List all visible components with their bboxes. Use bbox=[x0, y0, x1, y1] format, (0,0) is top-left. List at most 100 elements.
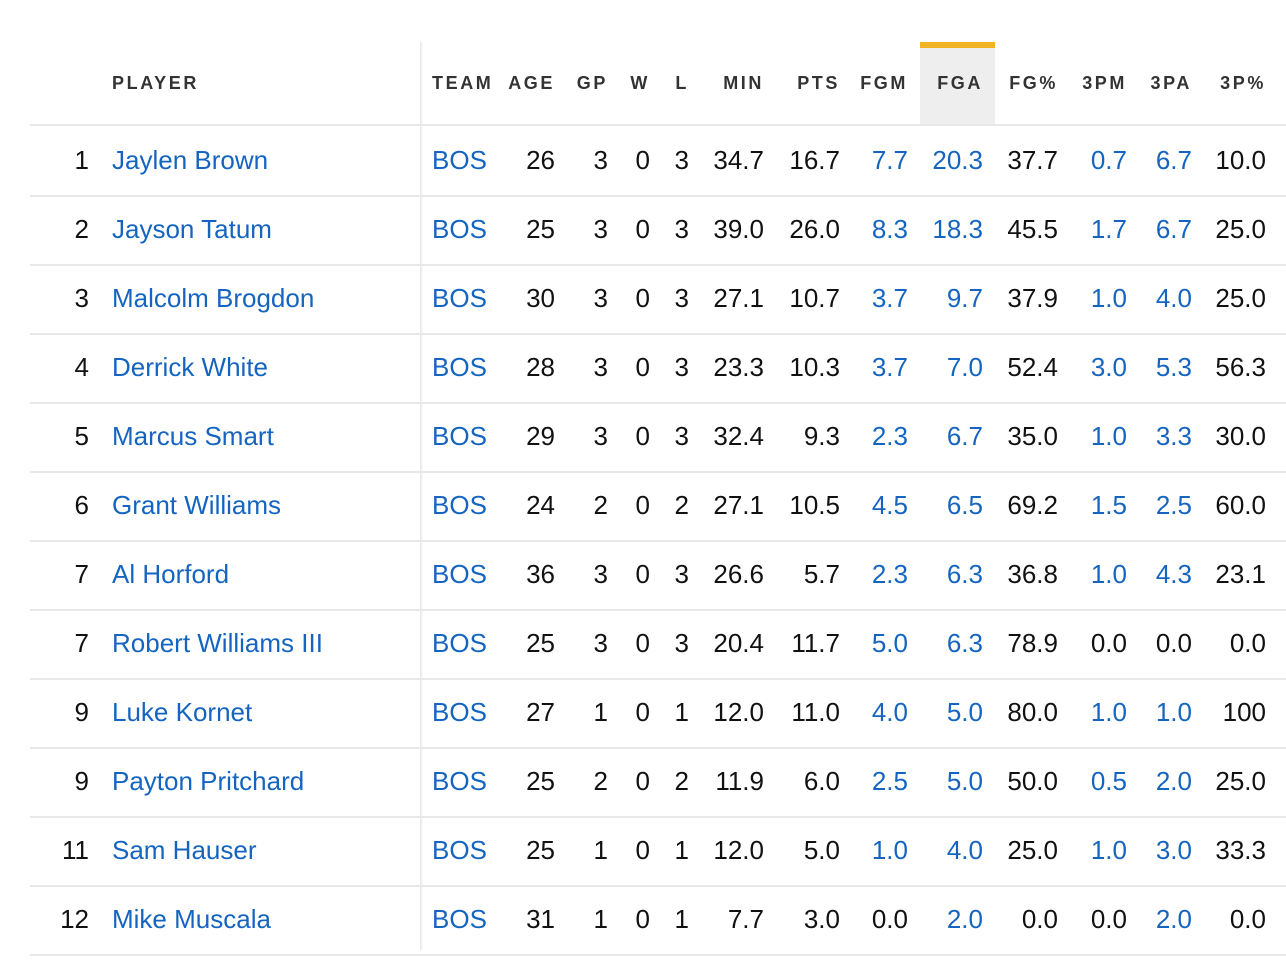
team-link[interactable]: BOS bbox=[432, 904, 487, 934]
fga-link[interactable]: 6.3 bbox=[946, 559, 983, 589]
col-header-player[interactable]: PLAYER bbox=[112, 72, 199, 93]
col-header-3pm[interactable]: 3PM bbox=[1082, 72, 1127, 93]
3pa-link[interactable]: 4.0 bbox=[1155, 283, 1192, 313]
gp-value: 3 bbox=[593, 283, 608, 313]
3pa-link[interactable]: 3.0 bbox=[1155, 835, 1192, 865]
col-header-l[interactable]: L bbox=[675, 72, 689, 93]
fgm-link[interactable]: 1.0 bbox=[871, 835, 908, 865]
player-name-link[interactable]: Al Horford bbox=[112, 559, 230, 589]
fga-link[interactable]: 20.3 bbox=[932, 145, 983, 175]
fgm-link[interactable]: 7.7 bbox=[871, 145, 908, 175]
team-link[interactable]: BOS bbox=[432, 352, 487, 382]
fga-link[interactable]: 6.3 bbox=[946, 628, 983, 658]
3pm-link[interactable]: 1.5 bbox=[1090, 490, 1127, 520]
player-name-link[interactable]: Jaylen Brown bbox=[112, 145, 269, 175]
rank-value: 7 bbox=[74, 628, 89, 658]
player-name-link[interactable]: Malcolm Brogdon bbox=[112, 283, 315, 313]
3pa-link[interactable]: 6.7 bbox=[1155, 214, 1192, 244]
w-value: 0 bbox=[635, 835, 650, 865]
fgm-link[interactable]: 8.3 bbox=[871, 214, 908, 244]
col-header-min[interactable]: MIN bbox=[723, 72, 764, 93]
3pm-link[interactable]: 3.0 bbox=[1090, 352, 1127, 382]
table-row: 5 Marcus Smart BOS 29 3 0 3 32.4 9.3 2.3 6.7 35.0 1.… bbox=[30, 402, 1286, 473]
col-header-3pa[interactable]: 3PA bbox=[1150, 72, 1192, 93]
3pa-link[interactable]: 6.7 bbox=[1155, 145, 1192, 175]
fga-link[interactable]: 9.7 bbox=[946, 283, 983, 313]
fg-pct-value: 78.9 bbox=[1007, 628, 1058, 658]
player-name-link[interactable]: Derrick White bbox=[112, 352, 269, 382]
fga-link[interactable]: 6.7 bbox=[946, 421, 983, 451]
player-name-link[interactable]: Sam Hauser bbox=[112, 835, 257, 865]
team-link[interactable]: BOS bbox=[432, 628, 487, 658]
col-header-w[interactable]: W bbox=[630, 72, 650, 93]
fgm-link[interactable]: 2.3 bbox=[871, 421, 908, 451]
fgm-link[interactable]: 3.7 bbox=[871, 283, 908, 313]
3pa-link[interactable]: 1.0 bbox=[1155, 697, 1192, 727]
3pm-link[interactable]: 1.0 bbox=[1090, 421, 1127, 451]
fga-link[interactable]: 5.0 bbox=[946, 697, 983, 727]
player-name-link[interactable]: Payton Pritchard bbox=[112, 766, 305, 796]
3pa-link[interactable]: 3.3 bbox=[1155, 421, 1192, 451]
3pm-link[interactable]: 1.0 bbox=[1090, 559, 1127, 589]
age-value: 24 bbox=[526, 490, 555, 520]
player-name-link[interactable]: Luke Kornet bbox=[112, 697, 253, 727]
col-header-fg-pct[interactable]: FG% bbox=[1009, 72, 1058, 93]
min-value: 20.4 bbox=[713, 628, 764, 658]
3pa-link[interactable]: 4.3 bbox=[1155, 559, 1192, 589]
3p-pct-value: 10.0 bbox=[1215, 145, 1266, 175]
3pm-link[interactable]: 0.7 bbox=[1090, 145, 1127, 175]
fgm-link[interactable]: 3.7 bbox=[871, 352, 908, 382]
3pa-link[interactable]: 5.3 bbox=[1155, 352, 1192, 382]
3pa-link[interactable]: 2.0 bbox=[1155, 904, 1192, 934]
team-link[interactable]: BOS bbox=[432, 835, 487, 865]
player-name-link[interactable]: Marcus Smart bbox=[112, 421, 274, 451]
rank-value: 6 bbox=[74, 490, 89, 520]
min-value: 7.7 bbox=[727, 904, 764, 934]
team-link[interactable]: BOS bbox=[432, 214, 487, 244]
3pm-link[interactable]: 1.0 bbox=[1090, 283, 1127, 313]
3pm-link[interactable]: 1.0 bbox=[1090, 835, 1127, 865]
fga-link[interactable]: 5.0 bbox=[946, 766, 983, 796]
col-header-fgm[interactable]: FGM bbox=[860, 72, 908, 93]
fga-link[interactable]: 2.0 bbox=[946, 904, 983, 934]
fgm-link[interactable]: 5.0 bbox=[871, 628, 908, 658]
col-header-age[interactable]: AGE bbox=[508, 72, 555, 93]
team-link[interactable]: BOS bbox=[432, 766, 487, 796]
fgm-link[interactable]: 4.0 bbox=[871, 697, 908, 727]
3pa-link[interactable]: 2.0 bbox=[1155, 766, 1192, 796]
col-header-rank bbox=[30, 42, 89, 124]
3pm-link[interactable]: 1.0 bbox=[1090, 697, 1127, 727]
3pa-link[interactable]: 2.5 bbox=[1155, 490, 1192, 520]
col-header-3p-pct[interactable]: 3P% bbox=[1220, 72, 1266, 93]
fga-link[interactable]: 6.5 bbox=[946, 490, 983, 520]
player-name-link[interactable]: Mike Muscala bbox=[112, 904, 271, 934]
team-link[interactable]: BOS bbox=[432, 697, 487, 727]
player-name-link[interactable]: Robert Williams III bbox=[112, 628, 323, 658]
fgm-link[interactable]: 4.5 bbox=[871, 490, 908, 520]
min-value: 32.4 bbox=[713, 421, 764, 451]
fga-link[interactable]: 4.0 bbox=[946, 835, 983, 865]
3pm-link[interactable]: 0.5 bbox=[1090, 766, 1127, 796]
3pm-link[interactable]: 1.7 bbox=[1090, 214, 1127, 244]
col-header-team[interactable]: TEAM bbox=[432, 72, 494, 93]
fga-link[interactable]: 7.0 bbox=[946, 352, 983, 382]
team-link[interactable]: BOS bbox=[432, 559, 487, 589]
pts-value: 16.7 bbox=[789, 145, 840, 175]
pts-value: 11.0 bbox=[791, 697, 840, 727]
3pm-value: 0.0 bbox=[1090, 628, 1127, 658]
team-link[interactable]: BOS bbox=[432, 145, 487, 175]
fg-pct-value: 52.4 bbox=[1007, 352, 1058, 382]
pts-value: 5.0 bbox=[803, 835, 840, 865]
team-link[interactable]: BOS bbox=[432, 421, 487, 451]
col-header-pts[interactable]: PTS bbox=[797, 72, 840, 93]
team-link[interactable]: BOS bbox=[432, 490, 487, 520]
fga-link[interactable]: 18.3 bbox=[932, 214, 983, 244]
fgm-link[interactable]: 2.5 bbox=[871, 766, 908, 796]
col-header-gp[interactable]: GP bbox=[576, 72, 608, 93]
fgm-link[interactable]: 2.3 bbox=[871, 559, 908, 589]
col-header-fga[interactable]: FGA bbox=[937, 72, 983, 93]
team-link[interactable]: BOS bbox=[432, 283, 487, 313]
fg-pct-value: 37.9 bbox=[1007, 283, 1058, 313]
player-name-link[interactable]: Grant Williams bbox=[112, 490, 282, 520]
player-name-link[interactable]: Jayson Tatum bbox=[112, 214, 272, 244]
